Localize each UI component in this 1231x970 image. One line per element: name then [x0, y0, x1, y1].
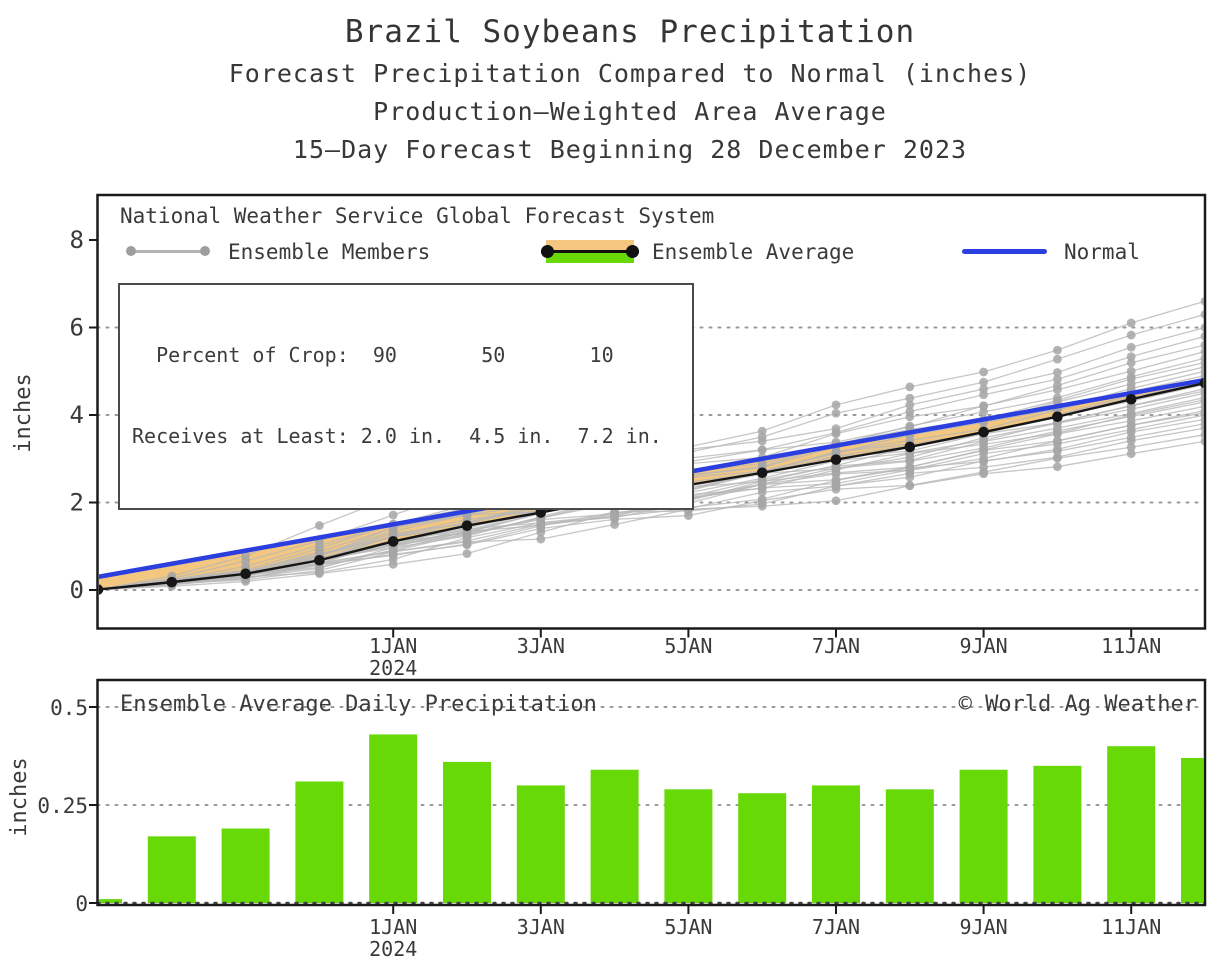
precip-bar [1181, 757, 1204, 903]
bottom-chart-border [96, 678, 1207, 907]
title-block: Brazil Soybeans Precipitation Forecast P… [30, 0, 1230, 164]
ensemble-member-line [99, 412, 1204, 591]
svg-text:7JAN: 7JAN [812, 915, 860, 939]
legend-normal-label: Normal [1064, 240, 1140, 264]
svg-text:5JAN: 5JAN [664, 915, 712, 939]
svg-text:2024: 2024 [369, 656, 417, 680]
subtitle-1: Forecast Precipitation Compared to Norma… [228, 59, 1032, 88]
precip-bar [885, 789, 934, 903]
svg-text:2024: 2024 [369, 937, 417, 961]
legend-source-label: National Weather Service Global Forecast… [120, 204, 715, 228]
crop-info-line-1: Percent of Crop: 90 50 10 [132, 343, 614, 367]
svg-text:8: 8 [70, 226, 84, 254]
legend-ensemble-members-label: Ensemble Members [228, 240, 431, 264]
svg-text:inches: inches [11, 373, 36, 452]
member-dot-icon [200, 246, 210, 256]
svg-text:6: 6 [70, 314, 84, 342]
svg-text:0.5: 0.5 [50, 696, 88, 720]
svg-text:7JAN: 7JAN [812, 634, 860, 658]
ensemble-average-swatch [541, 240, 641, 266]
svg-text:4: 4 [70, 401, 84, 429]
page-title: Brazil Soybeans Precipitation [344, 14, 916, 50]
precip-bar [295, 781, 344, 903]
average-line-sample [541, 250, 639, 253]
svg-text:0: 0 [70, 576, 84, 604]
member-line-sample [130, 250, 206, 253]
average-dot-icon [541, 245, 554, 258]
legend-ensemble-average-label: Ensemble Average [652, 240, 855, 264]
bottom-chart: 0 0.25 0.5 1JAN 3JAN 5JAN 7JAN 9JAN 11JAN 2024 inc… [7, 678, 1207, 961]
svg-text:11JAN: 11JAN [1101, 634, 1161, 658]
svg-text:2: 2 [70, 489, 84, 517]
top-chart-border [96, 193, 1207, 630]
precip-bar [959, 769, 1008, 903]
precip-bar [1107, 746, 1156, 903]
subtitle-3: 15–Day Forecast Beginning 28 December 20… [292, 135, 968, 164]
svg-text:5JAN: 5JAN [664, 634, 712, 658]
svg-text:3JAN: 3JAN [517, 634, 565, 658]
precip-bar [738, 793, 787, 903]
precip-bar [590, 769, 639, 903]
svg-text:9JAN: 9JAN [960, 915, 1008, 939]
crop-info-line-2: Receives at Least: 2.0 in. 4.5 in. 7.2 i… [132, 424, 662, 448]
svg-text:0: 0 [75, 892, 88, 916]
below-normal-band-sample [546, 253, 634, 263]
svg-text:1JAN: 1JAN [369, 634, 417, 658]
crop-info-box: Percent of Crop: 90 50 10 Receives at Le… [118, 283, 694, 510]
svg-text:1JAN: 1JAN [369, 915, 417, 939]
above-normal-band-sample [546, 240, 634, 250]
svg-text:9JAN: 9JAN [960, 634, 1008, 658]
average-dot-icon [626, 245, 639, 258]
bottom-chart-title: Ensemble Average Daily Precipitation [120, 692, 597, 717]
precip-bar [516, 785, 565, 903]
precip-bar [221, 828, 270, 903]
copyright-credit: © World Ag Weather [958, 692, 1197, 717]
precip-bar [369, 734, 418, 903]
precip-bar [443, 761, 491, 903]
svg-text:0.25: 0.25 [37, 794, 88, 818]
svg-text:11JAN: 11JAN [1101, 915, 1161, 939]
precip-bar [99, 899, 122, 903]
member-dot-icon [126, 246, 136, 256]
subtitle-2: Production–Weighted Area Average [373, 97, 887, 126]
svg-text:inches: inches [7, 757, 32, 836]
precip-bar [147, 836, 196, 903]
daily-precip-bars [99, 734, 1204, 903]
precip-bar [812, 785, 860, 903]
precip-bar [1033, 765, 1082, 903]
normal-line-swatch [962, 249, 1047, 254]
svg-text:3JAN: 3JAN [517, 915, 565, 939]
ensemble-members-swatch [126, 245, 210, 257]
precip-bar [664, 789, 713, 903]
